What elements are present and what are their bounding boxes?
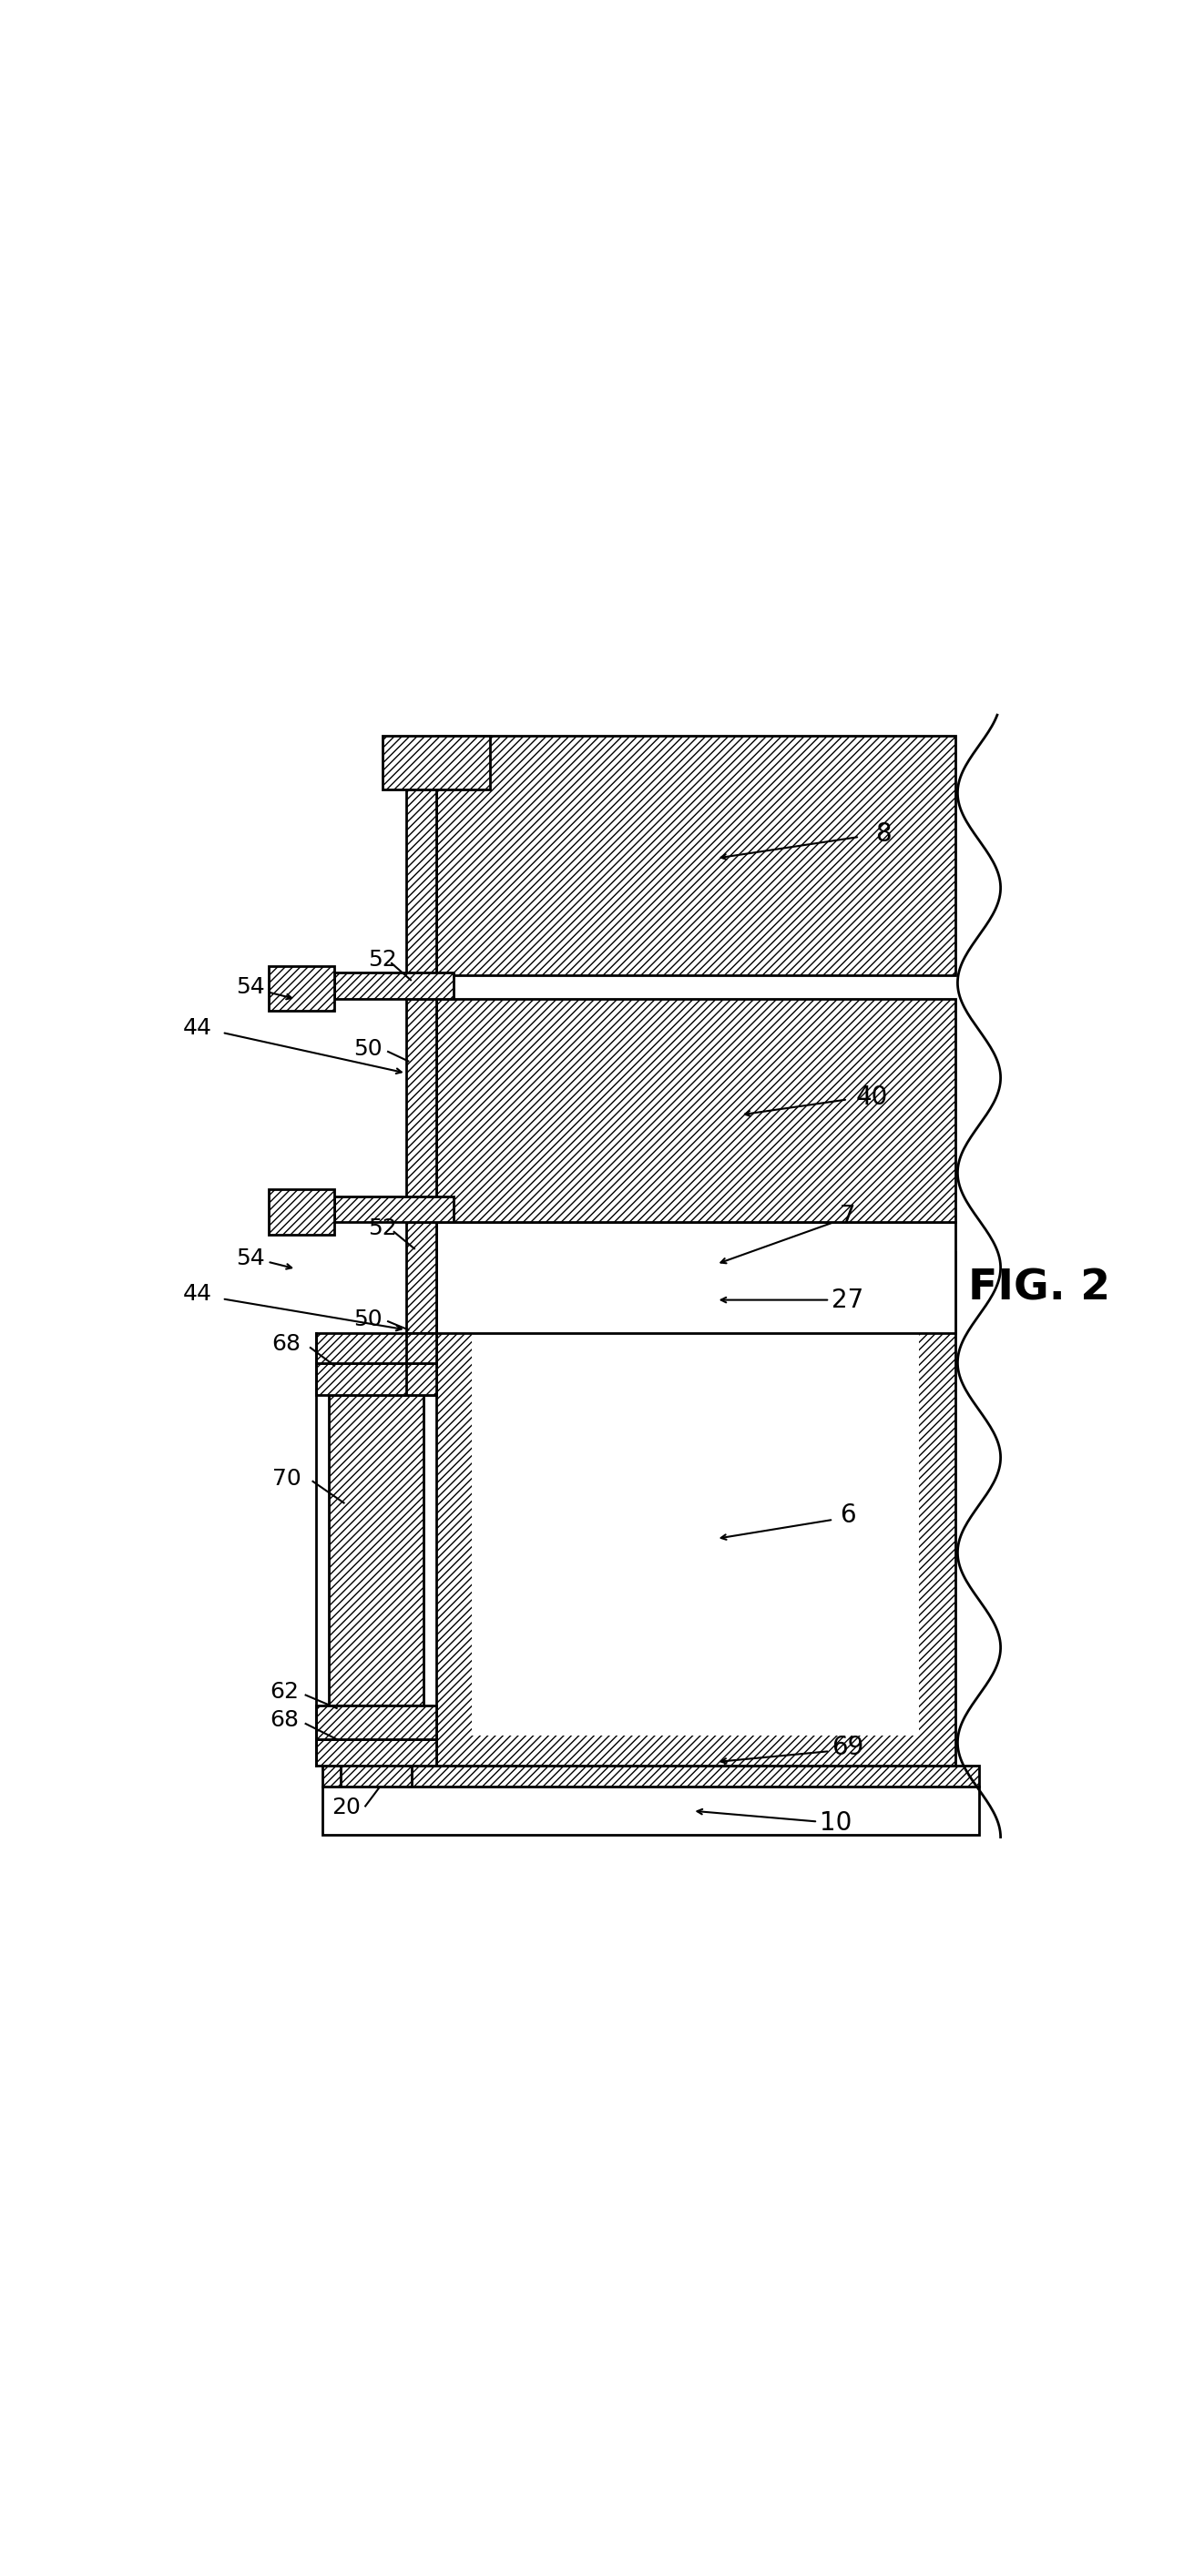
Text: 44: 44	[183, 1283, 211, 1306]
Text: 69: 69	[832, 1734, 863, 1759]
Text: 27: 27	[832, 1288, 863, 1314]
Bar	[328, 1396, 424, 1705]
Text: 54: 54	[236, 1247, 265, 1270]
Text: 68: 68	[270, 1710, 298, 1731]
Bar	[322, 1788, 979, 1834]
Text: 54: 54	[236, 976, 265, 997]
Text: 50: 50	[353, 1309, 382, 1329]
Bar	[406, 1334, 436, 1363]
Bar	[382, 734, 490, 788]
Text: 44: 44	[183, 1018, 211, 1038]
Text: 6: 6	[839, 1502, 856, 1528]
Text: 62: 62	[270, 1680, 298, 1703]
Text: 70: 70	[272, 1468, 301, 1489]
Bar	[316, 1363, 436, 1396]
Bar	[436, 999, 955, 1224]
Text: 40: 40	[856, 1084, 887, 1110]
Text: 50: 50	[353, 1038, 382, 1061]
Bar	[334, 1195, 454, 1224]
Bar	[472, 1270, 919, 1736]
Text: 7: 7	[839, 1203, 856, 1229]
Text: 68: 68	[272, 1334, 301, 1355]
Text: 52: 52	[368, 1218, 396, 1239]
Bar	[436, 1252, 955, 1765]
Bar	[269, 966, 334, 1010]
Text: 8: 8	[875, 822, 892, 848]
Bar	[322, 1765, 979, 1788]
Text: 10: 10	[820, 1811, 851, 1837]
Bar	[436, 734, 955, 976]
Bar	[334, 974, 454, 999]
Bar	[269, 1190, 334, 1234]
Bar	[406, 1224, 436, 1334]
Bar	[316, 1705, 436, 1739]
Bar	[436, 1224, 955, 1334]
Bar	[340, 1728, 412, 1788]
Bar	[316, 1739, 436, 1765]
Bar	[406, 1363, 436, 1396]
Bar	[406, 999, 436, 1224]
Text: FIG. 2: FIG. 2	[967, 1267, 1110, 1309]
Text: 52: 52	[368, 948, 396, 971]
Bar	[406, 788, 436, 976]
Text: 20: 20	[332, 1795, 361, 1819]
Bar	[316, 1334, 436, 1363]
